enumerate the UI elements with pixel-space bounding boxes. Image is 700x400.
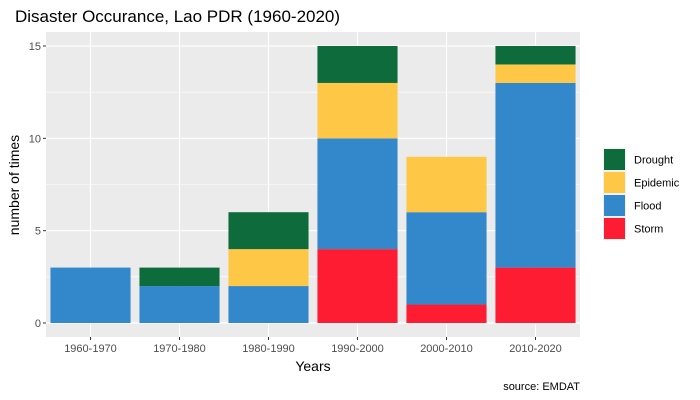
bar-epidemic-1990-2000 <box>317 82 398 139</box>
legend: Drought Epidemic Flood Storm <box>603 148 680 240</box>
chart-title: Disaster Occurance, Lao PDR (1960-2020) <box>15 7 340 26</box>
bar-drought-1970-1980 <box>139 267 220 287</box>
legend-label-flood: Flood <box>634 201 662 213</box>
x-axis-title: Years <box>295 358 330 374</box>
bar-storm-2000-2010 <box>406 304 487 323</box>
bar-drought-1980-1990 <box>228 212 309 250</box>
x-tick-label: 1980-1990 <box>242 343 295 355</box>
x-tick-label: 1960-1970 <box>64 343 117 355</box>
x-tick-label: 2000-2010 <box>420 343 473 355</box>
legend-swatch-epidemic <box>604 172 625 193</box>
bar-flood-1960-1970 <box>50 267 131 323</box>
bar-flood-2000-2010 <box>406 212 487 305</box>
legend-label-epidemic: Epidemic <box>634 178 680 190</box>
bar-flood-1990-2000 <box>317 138 398 250</box>
bar-epidemic-1980-1990 <box>228 249 309 287</box>
bar-flood-1980-1990 <box>228 286 309 323</box>
bar-flood-1970-1980 <box>139 286 220 323</box>
bar-drought-1990-2000 <box>317 46 398 83</box>
source-caption: source: EMDAT <box>503 381 580 393</box>
y-axis-title: number of times <box>6 135 22 235</box>
bars <box>50 46 576 323</box>
legend-label-storm: Storm <box>634 224 663 236</box>
bar-epidemic-2010-2020 <box>495 64 576 83</box>
y-axis-ticks: 0 5 10 15 <box>29 41 46 330</box>
bar-drought-2010-2020 <box>495 46 576 65</box>
legend-swatch-storm <box>604 218 625 239</box>
bar-flood-2010-2020 <box>495 82 576 268</box>
legend-swatch-flood <box>604 195 625 216</box>
bar-storm-2010-2020 <box>495 267 576 323</box>
legend-swatch-drought <box>604 149 625 170</box>
y-tick-label: 15 <box>29 41 41 53</box>
bar-storm-1990-2000 <box>317 249 398 323</box>
x-tick-label: 1970-1980 <box>153 343 206 355</box>
y-tick-label: 0 <box>35 318 41 330</box>
x-tick-label: 2010-2020 <box>509 343 562 355</box>
x-tick-label: 1990-2000 <box>331 343 384 355</box>
x-axis-ticks: 1960-1970 1970-1980 1980-1990 1990-2000 2000… <box>64 337 562 355</box>
y-tick-label: 10 <box>29 133 41 145</box>
legend-label-drought: Drought <box>634 155 673 167</box>
bar-epidemic-2000-2010 <box>406 156 487 213</box>
y-tick-label: 5 <box>35 226 41 238</box>
